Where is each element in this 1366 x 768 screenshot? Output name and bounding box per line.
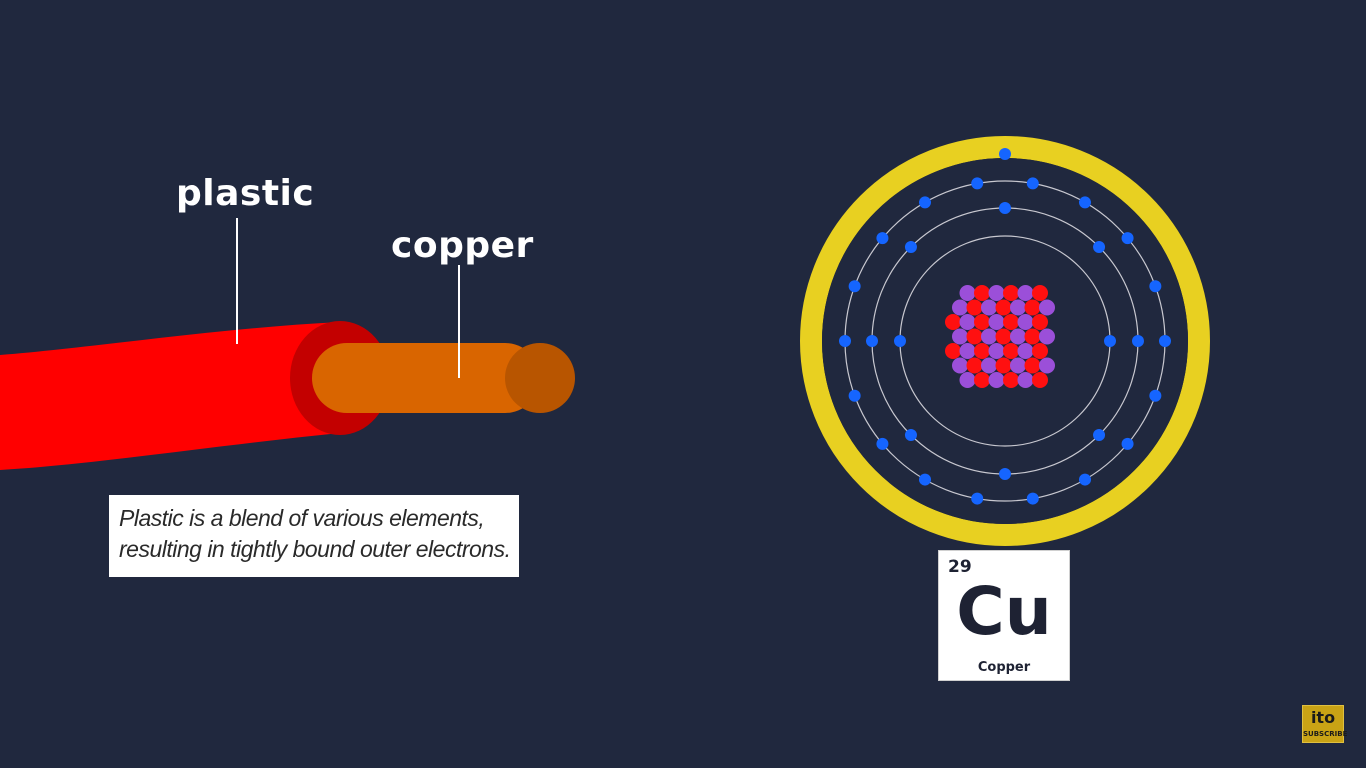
nucleon [995,328,1012,345]
electron [876,437,889,450]
nucleon [959,343,976,359]
electron [848,280,861,293]
nucleon [1032,343,1048,359]
electron [1149,389,1162,402]
nucleon [1024,328,1041,345]
plastic-insulation [0,322,340,470]
electron [1093,429,1106,442]
electron [1079,196,1091,209]
nucleon [981,328,997,345]
nucleus [945,285,1055,388]
element-name: Copper [977,660,1031,675]
copper-label: copper [391,225,534,266]
electron [919,196,931,209]
nucleon [945,343,961,359]
nucleon [1010,328,1026,345]
electron [1159,335,1171,347]
caption-box: Plastic is a blend of various elements, … [109,495,519,577]
nucleon [988,343,1005,359]
electron [999,202,1011,214]
nucleon [952,328,968,345]
caption-line-1: Plastic is a blend of various elements, [119,505,485,531]
nucleon [1024,299,1041,316]
nucleon [952,357,968,374]
nucleon [959,314,976,330]
electron [999,468,1011,480]
nucleon [1017,372,1034,388]
electrons [839,148,1171,505]
nucleon [988,314,1005,330]
nucleon [959,372,976,388]
atomic-number: 29 [948,557,972,577]
nucleon [966,357,983,374]
nucleon [1010,357,1026,374]
nucleon [1017,314,1034,330]
plastic-label: plastic [176,173,315,214]
copper-end-face [505,343,575,413]
nucleon [988,372,1005,388]
nucleon [974,372,990,388]
nucleon [981,357,997,374]
electron [1093,240,1106,253]
channel-logo: ito [1310,708,1336,727]
electron [919,473,931,486]
nucleon [959,285,976,301]
electron [1121,437,1134,450]
nucleon [1024,357,1041,374]
nucleon [966,328,983,345]
nucleon [1017,343,1034,359]
nucleon [1003,372,1019,388]
caption-line-2: resulting in tightly bound outer electro… [119,536,511,562]
nucleon [1017,285,1034,301]
electron [1121,232,1134,245]
electron [971,177,984,190]
nucleon [1003,343,1019,359]
electron [1104,335,1116,347]
electron [1026,177,1039,190]
nucleon [1039,357,1055,374]
electron [839,335,851,347]
subscribe-text: SUBSCRIBE [1303,730,1348,738]
electron [894,335,906,347]
nucleon [995,299,1012,316]
nucleon [974,343,990,359]
electron [904,429,917,442]
nucleon [1039,328,1055,345]
nucleon [945,314,961,330]
nucleon [952,299,968,316]
copper-core [312,343,540,413]
nucleon [974,285,990,301]
outer-ring [800,136,1210,546]
nucleon [1039,299,1055,316]
nucleon [1032,314,1048,330]
electron [866,335,878,347]
electron [1149,280,1162,293]
nucleon [974,314,990,330]
electron [1079,473,1091,486]
element-symbol: Cu [956,573,1052,650]
nucleon [1003,285,1019,301]
electron [876,232,889,245]
nucleon [1010,299,1026,316]
nucleon [966,299,983,316]
element-card: 29 Cu Copper [938,550,1070,681]
subscribe-badge[interactable]: ito SUBSCRIBE [1302,705,1348,743]
electron [1132,335,1144,347]
electron [904,240,917,253]
electron [971,492,984,505]
nucleon [1032,372,1048,388]
nucleon [1003,314,1019,330]
electron [999,148,1011,160]
nucleon [1032,285,1048,301]
nucleon [988,285,1005,301]
electron [848,389,861,402]
nucleon [995,357,1012,374]
electron [1026,492,1039,505]
nucleon [981,299,997,316]
